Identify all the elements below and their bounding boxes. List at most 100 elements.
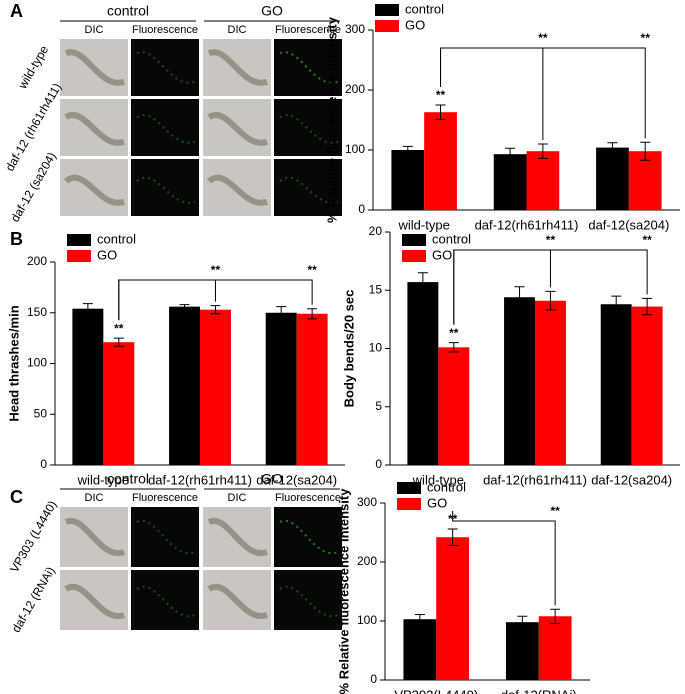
- fluorescence-image: [131, 159, 199, 216]
- x-tick-label: VP303(L4440): [394, 687, 478, 694]
- bar: [535, 300, 566, 465]
- error-bar: [448, 342, 459, 353]
- fluorescence-image: [274, 570, 342, 630]
- bar: [407, 282, 439, 465]
- fluorescence-image: [274, 39, 342, 96]
- y-tick-label: 200: [357, 554, 377, 568]
- bar: [169, 306, 200, 465]
- worm: [279, 585, 339, 618]
- error-bar: [417, 272, 428, 292]
- fluorescence-image: [274, 507, 342, 567]
- error-bar: [113, 337, 124, 347]
- worm: [207, 583, 269, 620]
- x-tick-label: daf-12(RNAi): [501, 687, 577, 694]
- column-label: Fluorescence: [275, 492, 341, 504]
- bar: [296, 313, 328, 465]
- error-bar: [537, 143, 548, 159]
- fluorescence-image: [274, 99, 342, 156]
- significance-bracket: [118, 279, 313, 321]
- worm: [207, 174, 269, 206]
- group-label: control: [107, 471, 149, 487]
- legend-swatch: [402, 250, 426, 262]
- worm: [207, 112, 269, 146]
- row-label: daf-12 (RNAi): [9, 564, 58, 635]
- bar: [200, 309, 231, 465]
- significance-label: **: [642, 233, 652, 247]
- x-tick-label: daf-12(sa204): [588, 217, 669, 232]
- column-label: Fluorescence: [132, 24, 198, 36]
- y-axis-label: Body bends/20 sec: [341, 290, 356, 408]
- y-tick-label: 300: [345, 22, 365, 36]
- significance-label: **: [114, 321, 124, 335]
- worm: [136, 114, 196, 144]
- y-axis-label: % Relative fluorescence intensity: [336, 488, 351, 694]
- y-tick-label: 0: [370, 672, 377, 686]
- panel-label: C: [10, 487, 23, 507]
- worm: [207, 49, 269, 86]
- error-bar: [414, 614, 425, 625]
- y-tick-label: 0: [358, 202, 365, 216]
- significance-label: **: [550, 504, 560, 518]
- error-bar: [517, 615, 528, 629]
- legend-swatch: [67, 250, 91, 262]
- significance-bracket: [453, 249, 648, 325]
- legend-label: control: [97, 231, 136, 246]
- significance-label: **: [546, 233, 556, 247]
- bar: [493, 154, 527, 210]
- worm: [279, 51, 339, 84]
- legend-swatch: [67, 234, 91, 246]
- bar: [505, 622, 539, 680]
- error-bar: [640, 141, 651, 161]
- column-label: DIC: [228, 492, 247, 504]
- y-tick-label: 100: [345, 142, 365, 156]
- worm: [279, 114, 339, 144]
- y-tick-label: 15: [369, 282, 383, 296]
- y-tick-label: 0: [40, 457, 47, 471]
- bar: [504, 297, 535, 465]
- error-bar: [82, 303, 93, 315]
- bar: [265, 312, 297, 465]
- significance-label: **: [641, 31, 651, 45]
- fluorescence-image: [131, 39, 199, 96]
- x-tick-label: wild-type: [398, 217, 450, 232]
- x-tick-label: daf-12(sa204): [256, 472, 337, 487]
- error-bar: [447, 528, 458, 546]
- error-bar: [402, 145, 413, 155]
- significance-bracket: [440, 47, 646, 139]
- legend-label: control: [432, 231, 471, 246]
- x-tick-label: wild-type: [412, 472, 464, 487]
- worm: [64, 49, 126, 86]
- group-label: GO: [261, 471, 283, 487]
- bar: [403, 619, 437, 680]
- fluorescence-image: [274, 159, 342, 216]
- error-bar: [505, 147, 516, 161]
- significance-label: **: [449, 326, 459, 340]
- worm: [64, 517, 126, 557]
- x-tick-label: wild-type: [77, 472, 129, 487]
- column-label: DIC: [228, 24, 247, 36]
- bar: [438, 347, 470, 465]
- error-bar: [276, 306, 287, 320]
- column-label: DIC: [85, 492, 104, 504]
- significance-label: **: [436, 88, 446, 102]
- y-tick-label: 5: [375, 399, 382, 413]
- significance-label: **: [211, 263, 221, 277]
- x-tick-label: daf-12(rh61rh411): [148, 472, 252, 487]
- worm: [64, 174, 126, 206]
- legend-label: control: [405, 1, 444, 16]
- bar: [600, 304, 632, 465]
- legend-label: GO: [97, 247, 117, 262]
- legend-label: control: [427, 479, 466, 494]
- y-tick-label: 100: [27, 356, 47, 370]
- legend-swatch: [397, 482, 421, 494]
- error-bar: [307, 308, 318, 320]
- row-label: wild-type: [15, 43, 51, 92]
- fluorescence-image: [131, 99, 199, 156]
- bar: [631, 306, 663, 465]
- bar: [538, 616, 572, 680]
- column-label: Fluorescence: [132, 492, 198, 504]
- panel-label: A: [10, 1, 23, 21]
- worm: [279, 176, 339, 204]
- worm: [64, 112, 126, 146]
- y-tick-label: 50: [34, 406, 48, 420]
